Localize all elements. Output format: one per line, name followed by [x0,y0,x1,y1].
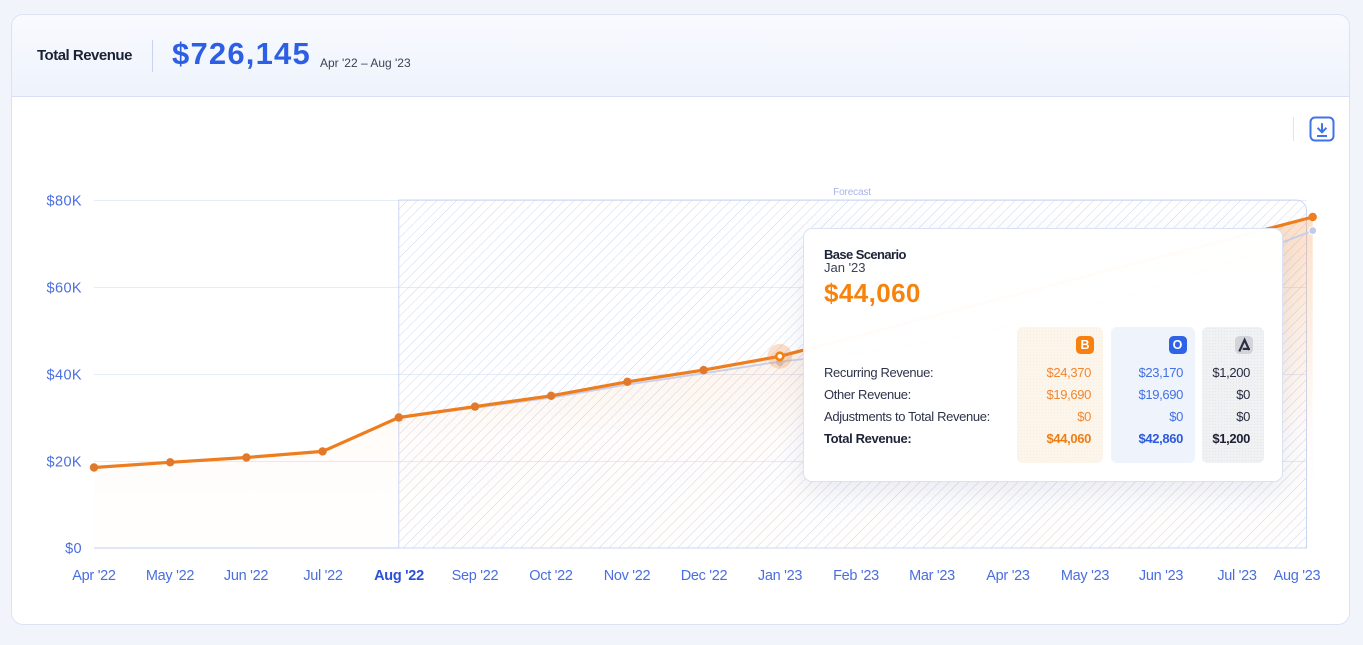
svg-text:$20K: $20K [47,455,82,471]
svg-text:$0: $0 [65,541,82,557]
svg-text:Forecast: Forecast [833,187,871,198]
svg-text:$60K: $60K [47,281,82,297]
svg-text:$80K: $80K [47,194,82,210]
svg-text:$40K: $40K [47,368,82,384]
